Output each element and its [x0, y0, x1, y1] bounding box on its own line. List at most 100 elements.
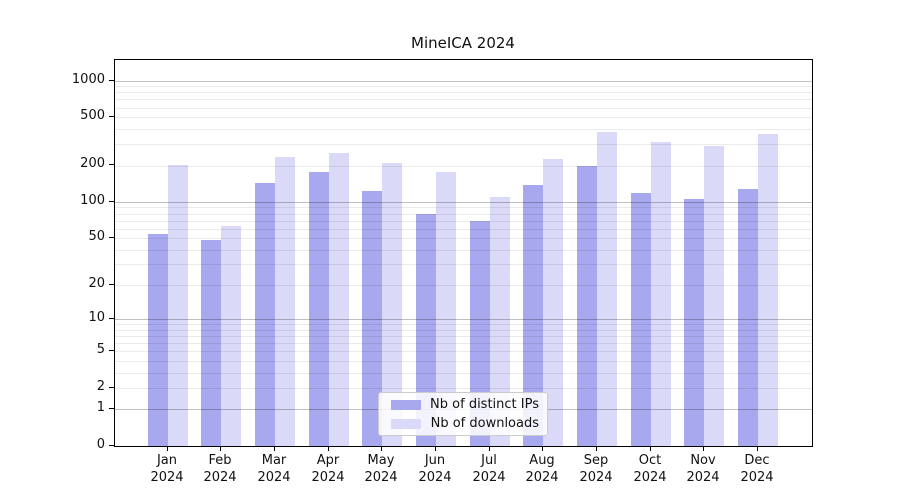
x-tick-label: Nov 2024	[686, 453, 720, 485]
bar-distinct-ips	[255, 183, 275, 446]
gridline-minor	[115, 165, 812, 167]
x-tick	[435, 446, 436, 451]
gridline-minor	[115, 144, 812, 146]
x-tick-label: Jul 2024	[472, 453, 506, 485]
bar-distinct-ips	[684, 199, 704, 446]
x-tick-label: Dec 2024	[740, 453, 774, 485]
y-tick	[109, 237, 114, 238]
gridline-minor	[115, 343, 812, 345]
plot-area	[114, 59, 813, 447]
gridline-minor	[115, 213, 812, 215]
x-tick	[757, 446, 758, 451]
y-tick-label: 1000	[71, 72, 105, 87]
x-tick	[274, 446, 275, 451]
y-tick-label: 200	[80, 156, 105, 171]
y-tick	[109, 164, 114, 165]
bar-distinct-ips	[309, 172, 329, 446]
bar-downloads	[543, 159, 563, 446]
x-tick-label: Jan 2024	[150, 453, 184, 485]
x-tick	[328, 446, 329, 451]
gridline-minor	[115, 86, 812, 88]
gridline-minor	[115, 117, 812, 119]
legend-item-distinct-ips: Nb of distinct IPs	[387, 397, 539, 413]
x-tick	[542, 446, 543, 451]
x-tick-label: Feb 2024	[203, 453, 237, 485]
bar-distinct-ips	[148, 234, 168, 446]
y-tick	[109, 116, 114, 117]
bar-downloads	[382, 163, 402, 446]
bar-downloads	[436, 172, 456, 446]
gridline-minor	[115, 351, 812, 353]
gridline-minor	[115, 92, 812, 94]
bar-distinct-ips	[577, 166, 597, 446]
gridline-minor	[115, 238, 812, 239]
x-tick	[489, 446, 490, 451]
x-tick-label: Aug 2024	[525, 453, 559, 485]
bar-distinct-ips	[416, 214, 436, 446]
y-tick-label: 2	[96, 379, 105, 394]
y-tick-label: 500	[80, 108, 105, 123]
chart-title: MineICA 2024	[411, 34, 515, 52]
x-tick	[381, 446, 382, 451]
x-tick	[596, 446, 597, 451]
gridline-major	[115, 80, 812, 82]
y-tick	[109, 445, 114, 446]
bar-downloads	[651, 142, 671, 446]
x-tick-label: Apr 2024	[311, 453, 345, 485]
bar-distinct-ips	[631, 193, 651, 446]
x-tick-label: May 2024	[364, 453, 398, 485]
x-tick	[167, 446, 168, 451]
x-tick-label: Oct 2024	[633, 453, 667, 485]
y-tick-label: 50	[88, 229, 105, 244]
legend-label-downloads: Nb of downloads	[430, 415, 539, 431]
x-tick-label: Jun 2024	[418, 453, 452, 485]
y-tick	[109, 350, 114, 351]
gridline-minor	[115, 207, 812, 209]
legend-item-downloads: Nb of downloads	[387, 416, 539, 432]
gridline-minor	[115, 264, 812, 266]
bar-downloads	[329, 153, 349, 446]
bar-distinct-ips	[201, 240, 221, 446]
y-tick-label: 100	[80, 193, 105, 208]
bar-downloads	[168, 165, 188, 446]
bar-downloads	[704, 146, 724, 446]
gridline-major	[115, 201, 812, 203]
y-tick	[109, 387, 114, 388]
y-tick-label: 0	[96, 437, 105, 452]
y-tick-label: 5	[96, 342, 105, 357]
y-tick	[109, 80, 114, 81]
bar-distinct-ips	[523, 185, 543, 446]
y-tick	[109, 318, 114, 319]
x-tick	[650, 446, 651, 451]
gridline-minor	[115, 324, 812, 326]
gridline-minor	[115, 128, 812, 130]
legend-swatch-distinct-ips-icon	[391, 399, 421, 410]
y-tick-label: 20	[88, 276, 105, 291]
gridline-minor	[115, 336, 812, 337]
x-tick-label: Sep 2024	[579, 453, 613, 485]
gridline-minor	[115, 387, 812, 389]
gridline-minor	[115, 99, 812, 101]
y-tick-label: 1	[96, 400, 105, 415]
bar-downloads	[275, 157, 295, 446]
bar-distinct-ips	[362, 191, 382, 446]
gridline-minor	[115, 107, 812, 109]
y-tick	[109, 201, 114, 202]
x-tick	[703, 446, 704, 451]
gridline-minor	[115, 360, 812, 362]
y-tick	[109, 408, 114, 409]
gridline-minor	[115, 220, 812, 222]
gridline-major	[115, 319, 812, 321]
bar-distinct-ips	[738, 189, 758, 446]
legend-swatch-downloads-icon	[391, 418, 421, 429]
bar-downloads	[758, 134, 778, 446]
legend: Nb of distinct IPs Nb of downloads	[378, 392, 548, 436]
y-tick	[109, 284, 114, 285]
gridline-minor	[115, 329, 812, 331]
x-tick-label: Mar 2024	[257, 453, 291, 485]
y-tick-label: 10	[88, 310, 105, 325]
gridline-minor	[115, 372, 812, 374]
bar-downloads	[490, 197, 510, 446]
gridline-minor	[115, 249, 812, 251]
